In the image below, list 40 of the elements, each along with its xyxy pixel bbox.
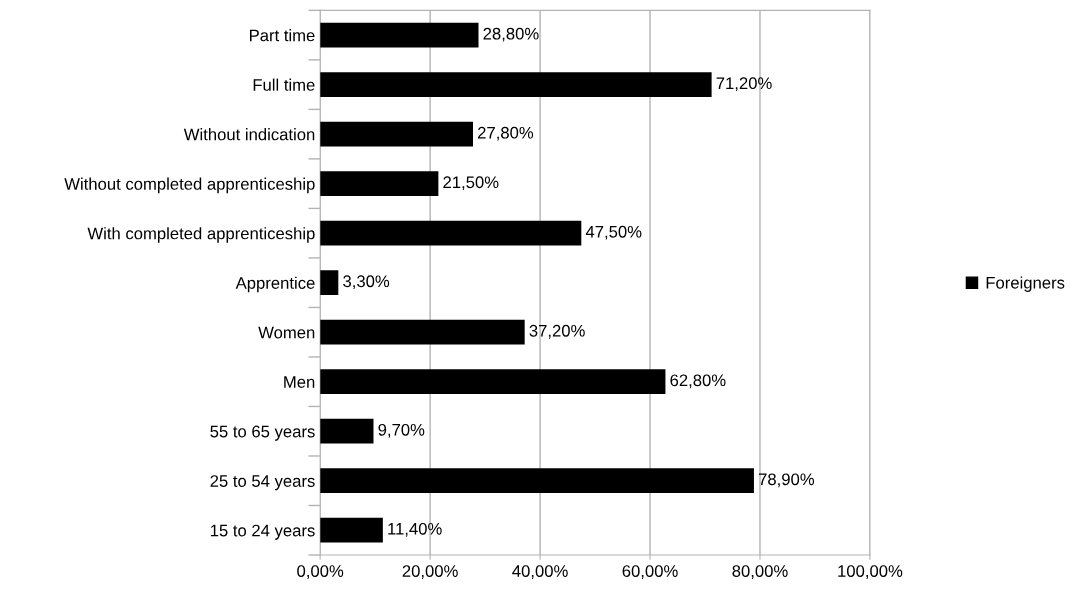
- bar: [320, 72, 712, 98]
- y-tick-label: Men: [284, 376, 315, 388]
- y-tick-label: 15 to 24 years: [210, 524, 315, 540]
- data-label: 71,20%: [716, 77, 772, 92]
- x-tick-label: 0,00%: [297, 565, 344, 579]
- bar: [320, 517, 383, 543]
- data-label: 11,40%: [388, 522, 442, 537]
- y-tick-label: Apprentice: [235, 276, 315, 293]
- data-label: 21,50%: [443, 176, 499, 191]
- data-label: 9,70%: [378, 423, 425, 438]
- y-tick-label: Full time: [253, 78, 315, 91]
- legend-label: Foreigners: [986, 276, 1065, 292]
- bar: [320, 468, 754, 494]
- y-tick-label: Part time: [249, 29, 315, 42]
- y-tick-label: Without completed apprenticeship: [64, 177, 315, 194]
- bar: [320, 22, 479, 48]
- y-tick-label: 55 to 65 years: [210, 425, 315, 441]
- data-label: 27,80%: [478, 126, 534, 141]
- x-tick-label: 20,00%: [402, 565, 458, 579]
- x-tick-label: 100,00%: [838, 565, 903, 579]
- x-tick-label: 80,00%: [732, 565, 788, 579]
- bar: [320, 319, 525, 345]
- data-label: 37,20%: [529, 324, 585, 339]
- data-label: 62,80%: [670, 374, 726, 389]
- data-label: 47,50%: [585, 225, 642, 240]
- x-tick-label: 60,00%: [622, 565, 678, 579]
- bar: [320, 270, 339, 296]
- y-tick-label: Women: [258, 326, 315, 339]
- bar: [320, 121, 473, 147]
- y-tick-label: With completed apprenticeship: [87, 227, 315, 243]
- bar: [320, 171, 439, 197]
- x-tick-label: 40,00%: [512, 565, 568, 579]
- data-label: 28,80%: [483, 27, 539, 42]
- y-tick-label: 25 to 54 years: [210, 475, 315, 491]
- bar: [320, 369, 666, 395]
- y-tick-label: Without indication: [183, 128, 315, 141]
- data-label: 78,90%: [758, 473, 815, 488]
- bar: [320, 418, 374, 444]
- data-label: 3,30%: [343, 275, 390, 290]
- bar: [320, 220, 582, 246]
